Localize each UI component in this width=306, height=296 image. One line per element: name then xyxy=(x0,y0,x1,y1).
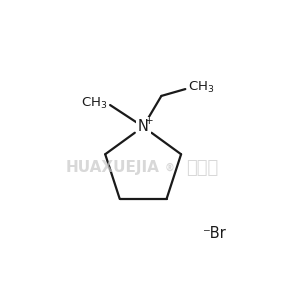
Text: +: + xyxy=(145,116,154,126)
Text: CH$_3$: CH$_3$ xyxy=(188,81,215,96)
Text: N: N xyxy=(138,119,149,134)
Text: ®: ® xyxy=(165,163,175,173)
Text: HUAXUEJIA: HUAXUEJIA xyxy=(66,160,159,175)
Text: CH$_3$: CH$_3$ xyxy=(81,96,107,112)
Text: 化学加: 化学加 xyxy=(186,159,219,177)
Text: ⁻Br: ⁻Br xyxy=(202,226,226,241)
